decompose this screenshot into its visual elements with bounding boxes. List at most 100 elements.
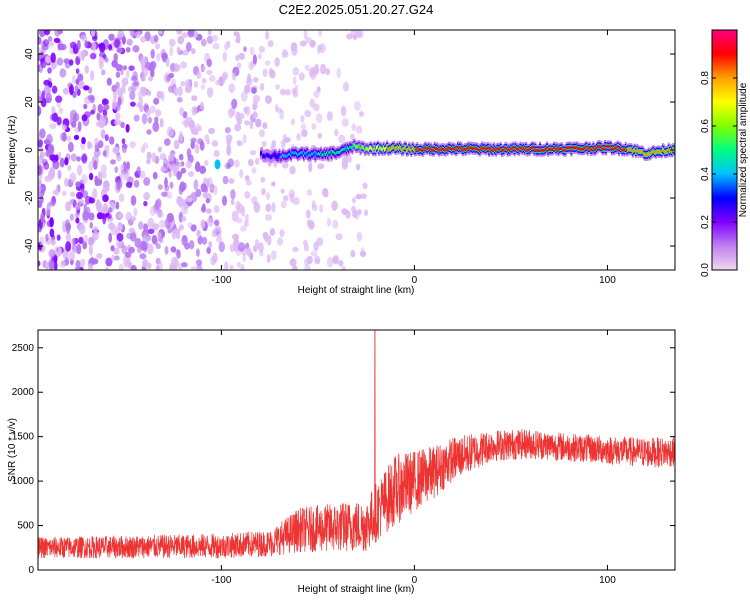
ridge-cell bbox=[429, 148, 432, 152]
noise-blob bbox=[72, 74, 76, 84]
noise-blob bbox=[195, 123, 202, 131]
ridge-cell bbox=[575, 146, 577, 150]
noise-blob bbox=[176, 30, 183, 35]
ridge-cell bbox=[569, 146, 572, 150]
ridge-cell bbox=[279, 155, 282, 159]
ridge-cell bbox=[666, 150, 669, 153]
noise-blob bbox=[45, 233, 49, 242]
ridge-cell bbox=[561, 146, 564, 150]
noise-blob bbox=[68, 251, 75, 261]
noise-blob bbox=[96, 212, 104, 220]
noise-blob bbox=[60, 132, 67, 142]
noise-blob bbox=[174, 87, 179, 97]
noise-blob bbox=[303, 30, 308, 39]
noise-blob bbox=[102, 213, 107, 225]
ridge-cell bbox=[286, 154, 289, 158]
ridge-cell bbox=[302, 154, 305, 157]
ridge-cell bbox=[378, 148, 381, 152]
noise-blob bbox=[207, 30, 212, 36]
noise-blob bbox=[73, 134, 80, 140]
noise-blob bbox=[185, 160, 192, 169]
noise-blob bbox=[39, 30, 46, 38]
ridge-cell bbox=[617, 148, 620, 152]
noise-blob bbox=[56, 234, 61, 241]
ridge-cell bbox=[543, 148, 546, 152]
noise-blob bbox=[191, 48, 196, 55]
noise-blob bbox=[154, 199, 160, 211]
noise-blob bbox=[103, 104, 110, 111]
ridge-cell bbox=[564, 149, 567, 153]
noise-blob bbox=[178, 224, 184, 231]
noise-blob bbox=[213, 205, 220, 214]
noise-blob bbox=[262, 68, 268, 78]
noise-blob bbox=[120, 121, 125, 129]
ridge-cell bbox=[387, 148, 390, 152]
ridge-cell bbox=[411, 146, 414, 150]
noise-blob bbox=[204, 134, 210, 142]
noise-blob bbox=[188, 120, 195, 128]
noise-blob bbox=[265, 31, 270, 40]
noise-blob bbox=[41, 185, 45, 196]
y-tick-label: -20 bbox=[24, 190, 35, 205]
noise-blob bbox=[252, 245, 258, 253]
noise-blob bbox=[200, 219, 206, 229]
ridge-cell bbox=[379, 146, 382, 150]
noise-blob bbox=[135, 31, 141, 39]
ridge-cell bbox=[346, 146, 349, 150]
ridge-cell bbox=[388, 147, 391, 151]
noise-blob bbox=[341, 266, 346, 270]
noise-blob bbox=[125, 181, 133, 188]
noise-blob bbox=[65, 222, 71, 234]
ridge-cell bbox=[345, 148, 348, 152]
noise-blob bbox=[193, 179, 199, 191]
ridge-cell bbox=[605, 148, 608, 151]
ridge-cell bbox=[412, 147, 415, 151]
noise-blob bbox=[125, 47, 131, 53]
noise-blob bbox=[108, 33, 115, 41]
noise-blob bbox=[280, 200, 287, 209]
noise-blob bbox=[146, 159, 151, 165]
spectrogram-cells bbox=[38, 30, 675, 270]
noise-blob bbox=[205, 208, 212, 214]
noise-blob bbox=[271, 202, 276, 213]
noise-blob bbox=[108, 44, 113, 51]
ridge-cell bbox=[620, 147, 623, 150]
noise-blob bbox=[237, 242, 246, 252]
ridge-cell bbox=[513, 148, 516, 152]
ridge-cell bbox=[312, 152, 315, 156]
ridge-cell bbox=[573, 146, 576, 150]
ridge-cell bbox=[441, 147, 444, 151]
ridge-cell bbox=[598, 144, 601, 148]
noise-blob bbox=[115, 112, 121, 121]
noise-blob bbox=[156, 52, 161, 62]
noise-blob bbox=[57, 246, 62, 256]
noise-blob bbox=[291, 87, 297, 95]
noise-blob bbox=[71, 120, 77, 128]
ridge-cell bbox=[497, 147, 500, 151]
noise-blob bbox=[129, 232, 137, 242]
ridge-cell bbox=[645, 153, 648, 157]
noise-blob bbox=[105, 257, 113, 267]
ridge-cell bbox=[443, 148, 445, 151]
ridge-cell bbox=[352, 143, 355, 147]
noise-blob bbox=[181, 32, 188, 38]
ridge-cell bbox=[356, 145, 359, 149]
noise-blob bbox=[201, 77, 207, 84]
noise-blob bbox=[125, 124, 130, 133]
ridge-cell bbox=[549, 147, 552, 151]
noise-blob bbox=[121, 84, 126, 94]
noise-blob bbox=[263, 232, 269, 243]
noise-blob bbox=[352, 210, 358, 218]
noise-blob bbox=[166, 126, 174, 138]
ridge-cell bbox=[672, 147, 675, 151]
ridge-cell bbox=[409, 147, 412, 151]
ridge-cell bbox=[537, 149, 540, 152]
noise-blob bbox=[153, 238, 158, 246]
ridge-cell bbox=[425, 147, 428, 150]
y-tick-label: 40 bbox=[24, 48, 35, 60]
ridge-cell bbox=[317, 152, 320, 156]
noise-blob bbox=[98, 61, 104, 70]
noise-blob bbox=[38, 105, 42, 116]
noise-blob bbox=[116, 154, 122, 162]
noise-blob bbox=[326, 217, 331, 227]
